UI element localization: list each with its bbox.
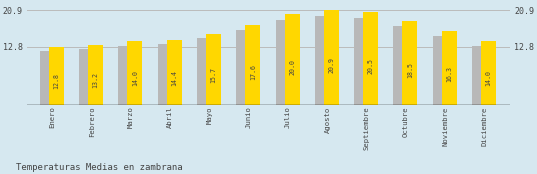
Bar [49,47,64,105]
Bar [402,21,417,105]
Bar [197,38,208,105]
Bar [275,20,287,105]
Text: 17.6: 17.6 [250,64,256,80]
Bar [119,46,129,105]
Bar [206,34,221,105]
Bar [88,45,103,105]
Bar [40,51,51,105]
Text: 18.5: 18.5 [407,62,413,78]
Bar [158,44,169,105]
Text: 13.2: 13.2 [93,72,99,88]
Bar [127,41,142,105]
Text: 20.9: 20.9 [328,57,335,73]
Bar [79,49,90,105]
Bar [394,26,404,105]
Bar [167,40,182,105]
Bar [363,12,378,105]
Text: 14.0: 14.0 [132,70,138,86]
Bar [245,25,260,105]
Text: 12.8: 12.8 [53,73,60,89]
Bar [315,16,326,105]
Bar [324,10,339,105]
Bar [442,31,456,105]
Text: 16.3: 16.3 [446,66,452,82]
Text: 20.5: 20.5 [368,58,374,74]
Text: 20.0: 20.0 [289,59,295,75]
Bar [354,18,365,105]
Bar [285,14,300,105]
Bar [481,41,496,105]
Bar [433,36,444,105]
Text: 14.0: 14.0 [485,70,491,86]
Text: 15.7: 15.7 [211,67,216,83]
Text: 14.4: 14.4 [171,70,177,86]
Bar [236,30,248,105]
Text: Temperaturas Medias en zambrana: Temperaturas Medias en zambrana [16,163,183,172]
Bar [472,46,483,105]
